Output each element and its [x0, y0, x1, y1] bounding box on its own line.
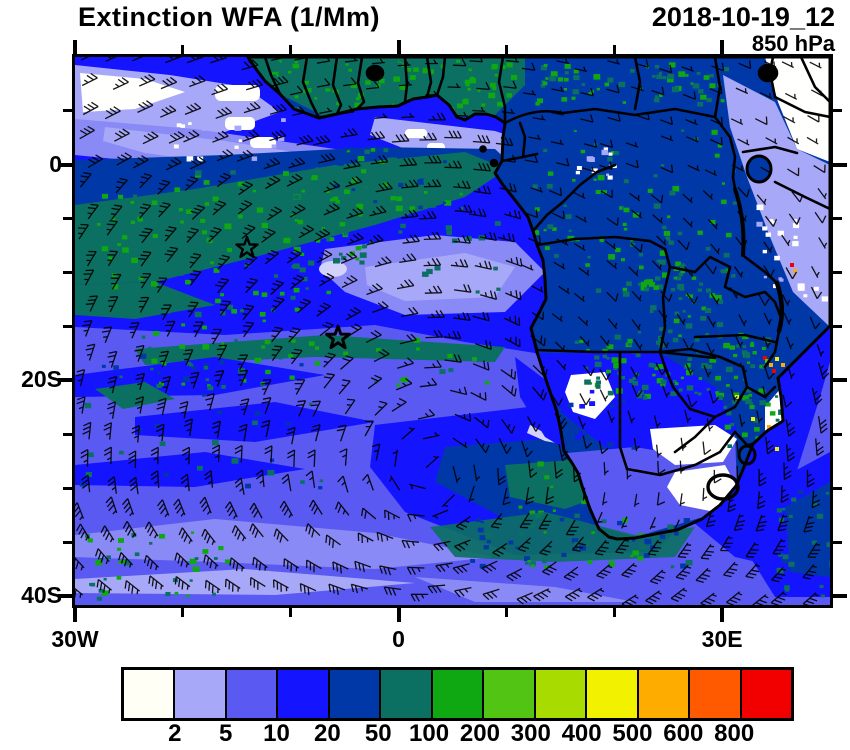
timestamp-label: 2018-10-19_12 — [651, 2, 835, 32]
axis-tick — [63, 217, 72, 221]
colorbar-swatch — [636, 670, 689, 718]
colorbar-swatch — [173, 670, 225, 718]
colorbar-boundary-label: 600 — [663, 720, 704, 747]
south-coast-band — [430, 512, 695, 562]
fire-hotspots-layer — [735, 263, 797, 451]
axis-tick — [612, 45, 616, 54]
axis-tick — [833, 594, 847, 598]
x-axis-label: 0 — [392, 626, 405, 652]
axis-tick — [504, 608, 508, 617]
star-marker-1 — [235, 235, 259, 259]
star-marker-2 — [325, 324, 351, 350]
colorbar-swatch — [124, 670, 174, 718]
axis-tick — [396, 608, 401, 622]
axis-tick — [63, 271, 72, 275]
colorbar-swatch — [533, 670, 586, 718]
axis-tick — [63, 540, 72, 544]
colorbar-swatch — [379, 670, 431, 718]
ocean-speckle-layer — [79, 118, 830, 601]
colorbar-swatch — [739, 670, 792, 718]
colorbar-swatch — [482, 670, 534, 718]
colorbar — [121, 667, 794, 721]
colorbar-boundary-label: 2 — [168, 720, 182, 747]
axis-tick — [63, 325, 72, 328]
wind-barbs-layer — [75, 57, 830, 605]
lake-malawi — [774, 280, 784, 334]
axis-tick — [720, 40, 725, 54]
lakes-layer — [733, 154, 784, 334]
axis-tick — [612, 608, 616, 617]
coastline — [246, 57, 830, 541]
axis-tick — [63, 486, 72, 490]
axis-tick — [833, 325, 842, 328]
axis-tick — [58, 378, 72, 383]
axis-tick — [73, 608, 77, 622]
axis-tick — [833, 378, 847, 383]
colorbar-boundary-label: 200 — [459, 720, 500, 747]
x-axis-label: 30E — [701, 626, 743, 652]
colorbar-swatch — [224, 670, 277, 718]
colorbar-boundary-label: 100 — [409, 720, 450, 747]
country-borders — [263, 57, 830, 501]
axis-tick — [833, 486, 842, 490]
axis-tick — [181, 608, 185, 617]
axis-tick — [833, 432, 842, 436]
y-axis-label: 20S — [21, 366, 62, 393]
colorbar-boundary-label: 800 — [714, 720, 755, 747]
lake-victoria — [745, 154, 773, 184]
axis-tick — [720, 608, 725, 622]
axis-tick — [833, 162, 847, 167]
axis-tick — [289, 45, 293, 54]
axis-tick — [396, 40, 401, 54]
axis-tick — [504, 45, 508, 54]
colorbar-boundary-label: 10 — [263, 720, 290, 747]
axis-tick — [63, 432, 72, 436]
colorbar-boundary-label: 50 — [364, 720, 392, 747]
axis-tick — [181, 45, 185, 54]
y-axis-label: 0 — [49, 150, 62, 177]
colorbar-boundary-label: 5 — [219, 720, 233, 747]
colorbar-boundary-label: 400 — [561, 720, 602, 747]
map-plot — [75, 57, 830, 605]
axis-tick — [63, 109, 72, 113]
plot-title: Extinction WFA (1/Mm) — [78, 2, 380, 32]
pressure-level-label: 850 hPa — [751, 31, 835, 56]
station-star-markers — [235, 235, 351, 350]
colorbar-swatch — [585, 670, 637, 718]
y-axis-label: 40S — [21, 582, 62, 608]
map-plot-frame — [72, 54, 833, 608]
x-axis-label: 30W — [51, 626, 99, 652]
colorbar-boundary-label: 300 — [510, 720, 551, 747]
colorbar-swatch — [430, 670, 483, 718]
colorbar-boundary-label: 500 — [612, 720, 653, 747]
axis-tick — [833, 540, 842, 544]
colorbar-swatch — [276, 670, 328, 718]
axis-tick — [289, 608, 293, 617]
axis-tick — [833, 109, 842, 113]
colorbar-swatch — [688, 670, 740, 718]
axis-tick — [58, 162, 72, 167]
axis-tick — [833, 217, 842, 221]
axis-tick — [73, 40, 77, 54]
colorbar-boundary-label: 20 — [314, 720, 341, 747]
colorbar-swatch — [327, 670, 380, 718]
axis-tick — [58, 594, 72, 598]
axis-tick — [833, 271, 842, 275]
